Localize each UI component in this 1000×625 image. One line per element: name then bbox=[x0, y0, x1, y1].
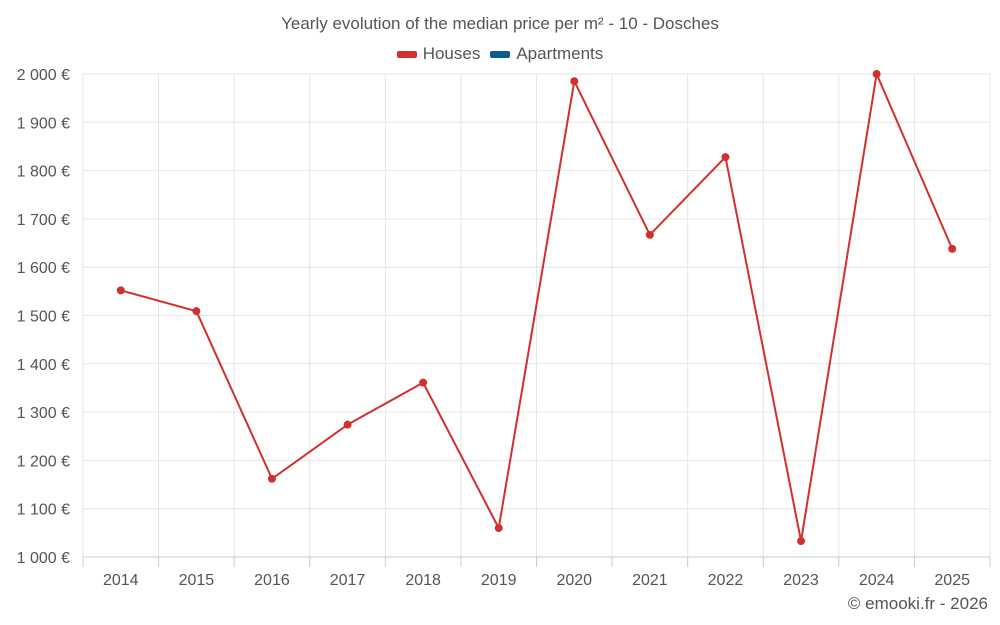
y-tick-label: 1 100 € bbox=[17, 502, 70, 519]
y-tick-label: 2 000 € bbox=[17, 67, 70, 84]
x-tick-label: 2015 bbox=[179, 572, 215, 589]
data-point bbox=[419, 378, 428, 387]
data-point bbox=[872, 70, 881, 78]
x-tick-label: 2014 bbox=[103, 572, 139, 589]
data-point bbox=[570, 77, 579, 86]
data-point bbox=[721, 153, 730, 162]
x-tick-label: 2022 bbox=[708, 572, 744, 589]
data-point bbox=[494, 524, 503, 533]
y-tick-label: 1 300 € bbox=[17, 405, 70, 422]
y-tick-label: 1 600 € bbox=[17, 260, 70, 277]
x-tick-label: 2017 bbox=[330, 572, 366, 589]
y-tick-label: 1 200 € bbox=[17, 453, 70, 470]
data-point bbox=[267, 474, 276, 483]
chart-title: Yearly evolution of the median price per… bbox=[281, 14, 719, 33]
legend-item-apartments[interactable]: Apartments bbox=[490, 44, 603, 64]
y-tick-label: 1 400 € bbox=[17, 357, 70, 374]
data-point bbox=[116, 286, 125, 295]
legend: Houses Apartments bbox=[0, 44, 1000, 64]
data-point bbox=[948, 244, 957, 253]
legend-label-apartments: Apartments bbox=[516, 44, 604, 63]
x-tick-label: 2025 bbox=[934, 572, 970, 589]
x-tick-label: 2023 bbox=[783, 572, 819, 589]
y-tick-label: 1 800 € bbox=[17, 164, 70, 181]
y-tick-label: 1 900 € bbox=[17, 115, 70, 132]
legend-swatch-houses bbox=[396, 50, 417, 58]
legend-swatch-apartments bbox=[490, 50, 511, 58]
x-tick-label: 2020 bbox=[556, 572, 592, 589]
credit-text: © emooki.fr - 2026 bbox=[847, 594, 988, 613]
x-tick-label: 2021 bbox=[632, 572, 668, 589]
legend-item-houses[interactable]: Houses bbox=[396, 44, 481, 64]
x-tick-label: 2024 bbox=[859, 572, 895, 589]
series-line-houses bbox=[120, 73, 954, 543]
y-tick-label: 1 500 € bbox=[17, 309, 70, 326]
data-point bbox=[192, 307, 201, 316]
x-tick-label: 2019 bbox=[481, 572, 517, 589]
data-point bbox=[645, 230, 654, 239]
data-point bbox=[797, 537, 806, 546]
y-tick-label: 1 000 € bbox=[17, 550, 70, 567]
x-tick-label: 2016 bbox=[254, 572, 290, 589]
legend-label-houses: Houses bbox=[422, 44, 481, 63]
y-tick-label: 1 700 € bbox=[17, 212, 70, 229]
x-tick-label: 2018 bbox=[405, 572, 441, 589]
data-point bbox=[343, 420, 352, 429]
